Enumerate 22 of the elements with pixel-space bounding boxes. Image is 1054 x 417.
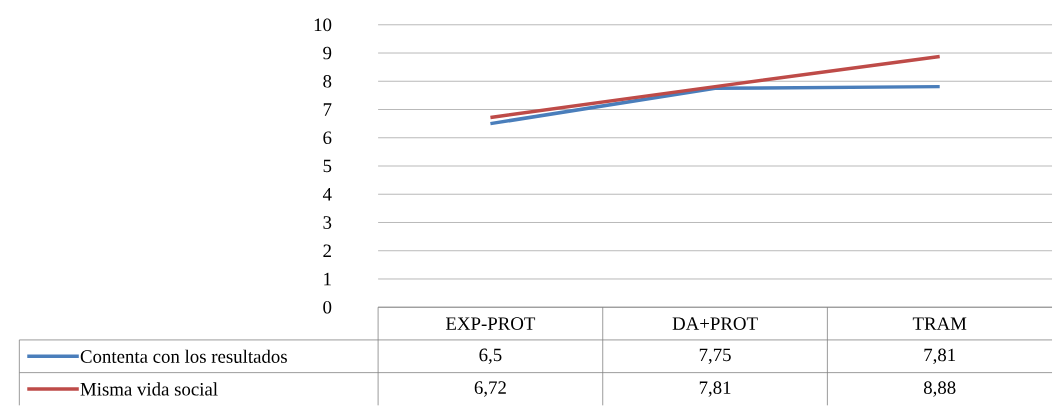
data-label: 7,81: [699, 381, 731, 397]
legend-label: Misma vida social: [80, 382, 218, 396]
y-tick-label: 10: [314, 18, 332, 32]
y-tick-label: 3: [323, 216, 332, 229]
x-tick-label: EXP-PROT: [445, 317, 536, 330]
data-label: 6,5: [479, 348, 502, 364]
y-tick-label: 9: [323, 46, 332, 60]
y-tick-label: 0: [323, 300, 332, 314]
y-tick-label: 4: [322, 187, 332, 201]
data-label: 6,72: [474, 381, 506, 397]
data-label: 8,88: [923, 381, 956, 397]
data-label: 7,81: [924, 348, 956, 364]
legend-label: Contenta con los resultados: [80, 349, 287, 363]
y-tick-label: 1: [324, 272, 331, 286]
data-label: 7,75: [699, 348, 731, 364]
x-tick-label: TRAM: [912, 317, 967, 330]
y-tick-label: 5: [323, 159, 332, 173]
y-tick-label: 7: [323, 103, 332, 116]
y-tick-label: 2: [323, 244, 331, 257]
x-tick-label: DA+PROT: [672, 317, 758, 330]
y-tick-label: 8: [323, 74, 332, 88]
y-tick-label: 6: [323, 131, 332, 144]
